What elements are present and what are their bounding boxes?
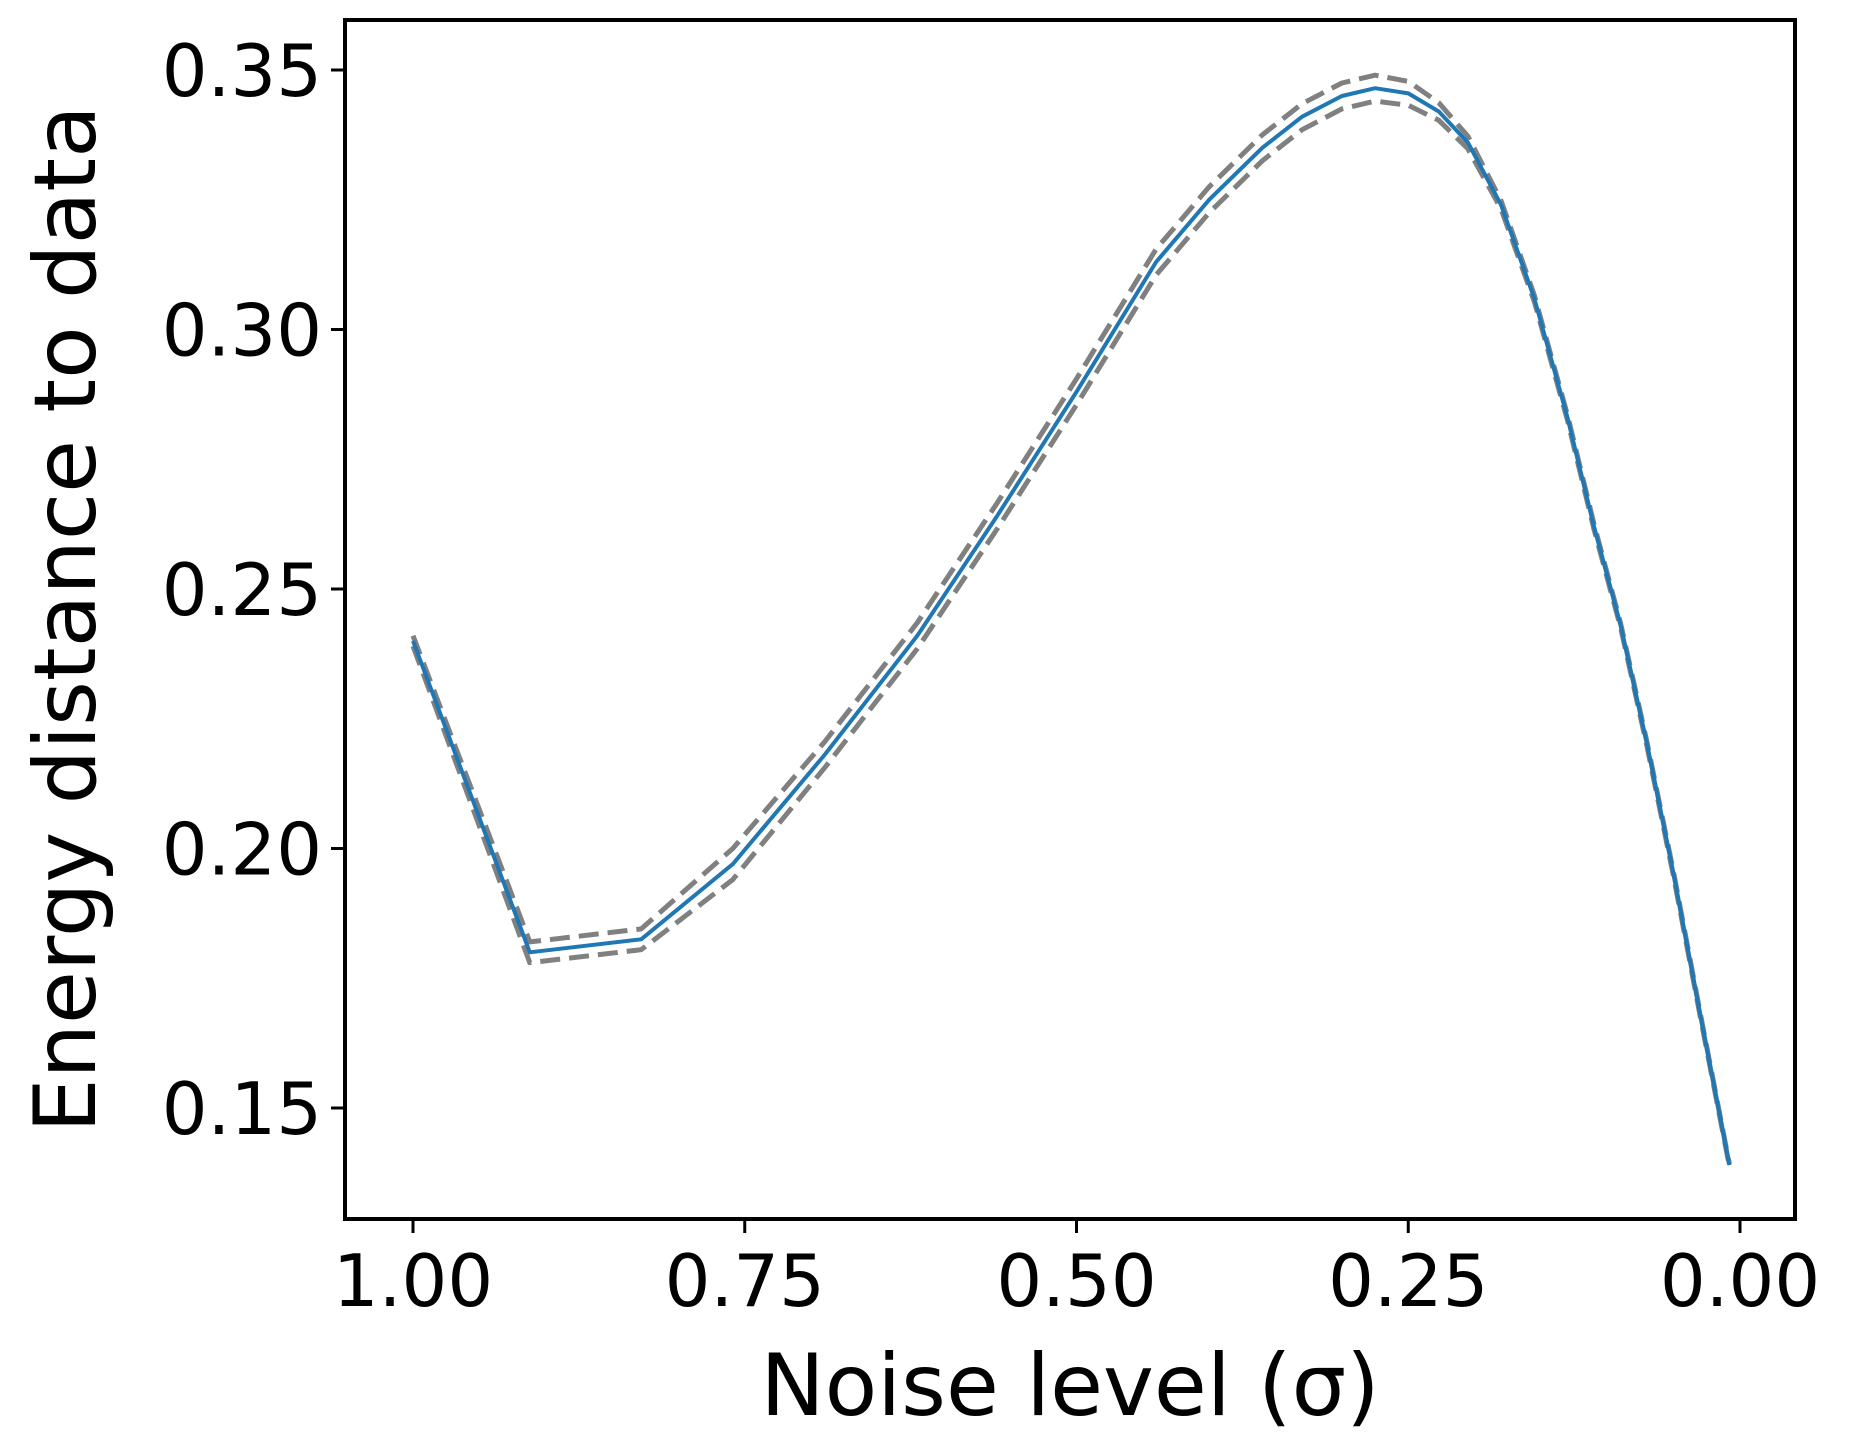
y-axis-label: Energy distance to data xyxy=(16,105,116,1133)
x-axis-label: Noise level (σ) xyxy=(760,1336,1379,1436)
y-tick-label: 0.25 xyxy=(162,548,322,632)
series-line-upper-bound xyxy=(410,72,1732,1165)
series-line-mean xyxy=(411,86,1732,1166)
x-tick-label: 0.50 xyxy=(996,1239,1156,1323)
y-tick-label: 0.15 xyxy=(162,1067,322,1151)
x-tick-label: 1.00 xyxy=(333,1239,493,1323)
y-tick-label: 0.20 xyxy=(162,808,322,892)
x-tick-label: 0.00 xyxy=(1660,1239,1820,1323)
y-tick-label: 0.35 xyxy=(162,29,322,113)
series-line-lower-bound xyxy=(410,98,1732,1167)
y-tick-label: 0.30 xyxy=(162,289,322,373)
plot-frame xyxy=(343,18,1797,1221)
x-tick-label: 0.75 xyxy=(665,1239,825,1323)
x-tick-label: 0.25 xyxy=(1328,1239,1488,1323)
